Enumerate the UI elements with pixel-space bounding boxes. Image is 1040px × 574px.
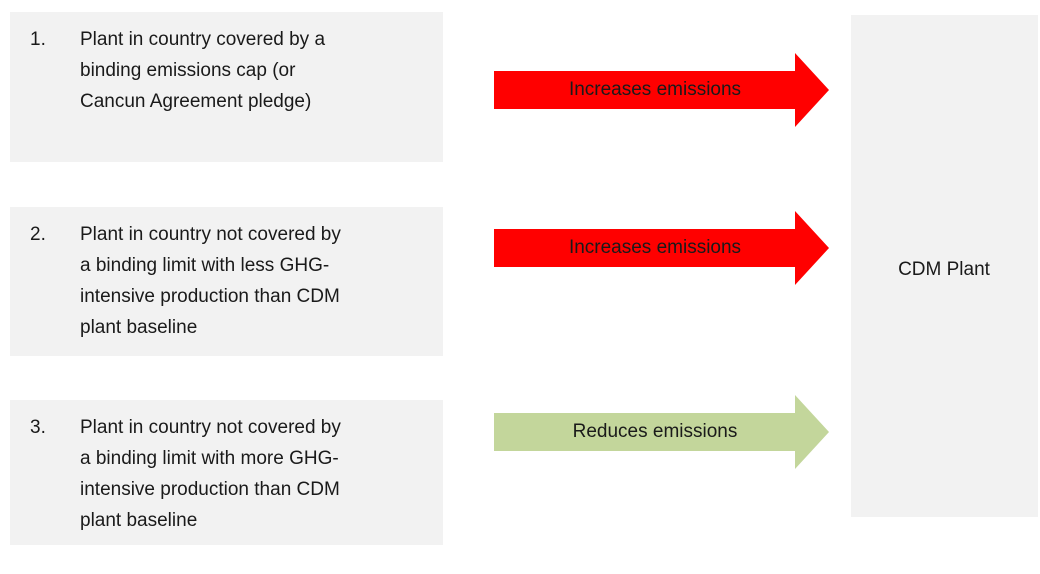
item-text: plant baseline [80,317,197,338]
item-text: a binding limit with less GHG- [80,255,329,276]
item-text: Plant in country not covered by [80,417,341,438]
item-text: Cancun Agreement pledge) [80,91,311,112]
item-number: 1. [30,29,46,50]
item-number: 3. [30,417,46,438]
item-text: Plant in country not covered by [80,224,341,245]
source-box [10,400,443,545]
arrow [494,211,829,285]
source-box [10,207,443,356]
target-box [851,15,1038,517]
arrow-label: Reduces emissions [573,421,738,442]
item-number: 2. [30,224,46,245]
source-box [10,12,443,162]
target-label: CDM Plant [898,259,991,280]
item-text: binding emissions cap (or [80,60,296,81]
item-text: intensive production than CDM [80,479,340,500]
arrow-label: Increases emissions [569,237,741,258]
arrow-label: Increases emissions [569,79,741,100]
item-text: plant baseline [80,510,197,531]
item-text: intensive production than CDM [80,286,340,307]
item-text: Plant in country covered by a [80,29,325,50]
arrow [494,53,829,127]
item-text: a binding limit with more GHG- [80,448,339,469]
arrow [494,395,829,469]
